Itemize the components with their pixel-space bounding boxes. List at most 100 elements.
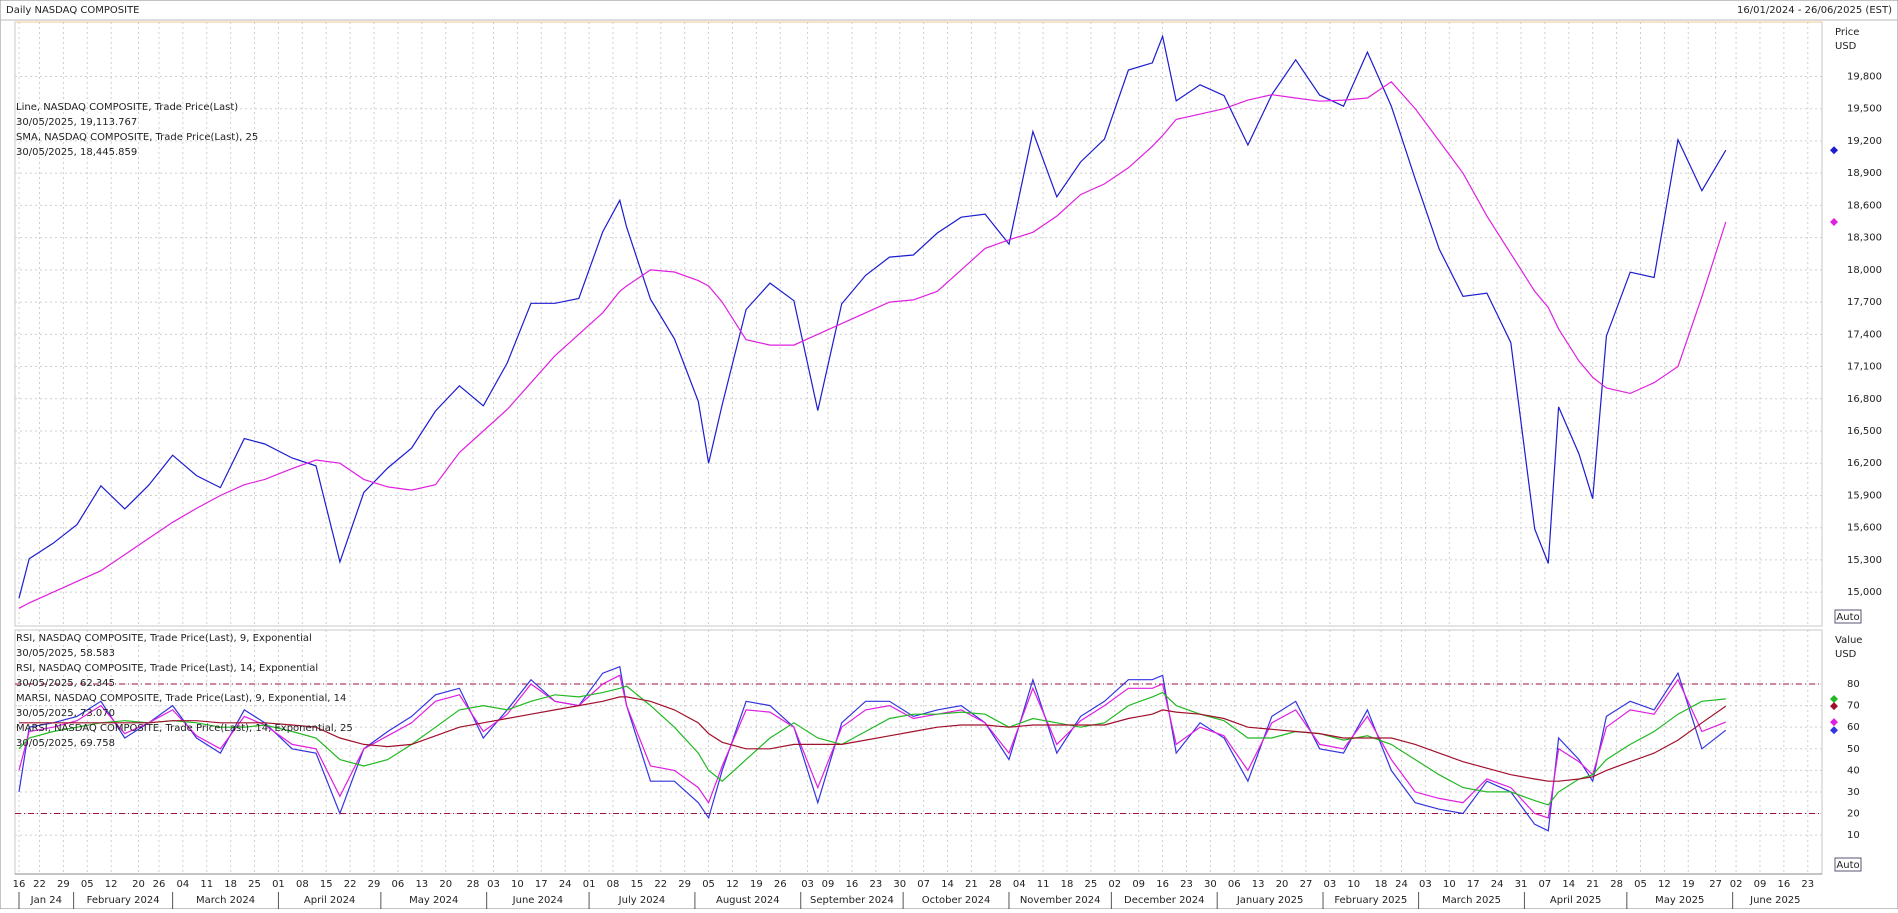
x-tick-label: 16 bbox=[1156, 879, 1169, 890]
x-tick-label: 20 bbox=[1276, 879, 1289, 890]
date-range: 16/01/2024 - 26/06/2025 (EST) bbox=[1737, 5, 1892, 16]
x-tick-label: 24 bbox=[559, 879, 572, 890]
x-tick-label: 29 bbox=[57, 879, 70, 890]
x-tick-label: 05 bbox=[1634, 879, 1647, 890]
y-tick-label: 18,900 bbox=[1847, 168, 1882, 179]
x-tick-label: 31 bbox=[1515, 879, 1528, 890]
x-tick-label: 30 bbox=[1204, 879, 1217, 890]
x-tick-label: 27 bbox=[1300, 879, 1313, 890]
y-tick-label: 15,600 bbox=[1847, 523, 1882, 534]
x-tick-label: 06 bbox=[392, 879, 405, 890]
legend-name: MARSI, NASDAQ COMPOSITE, Trade Price(Las… bbox=[16, 693, 346, 704]
month-label: March 2025 bbox=[1442, 895, 1501, 906]
y-tick-label: 80 bbox=[1847, 679, 1860, 690]
x-tick-label: 23 bbox=[1801, 879, 1814, 890]
x-tick-label: 25 bbox=[1085, 879, 1098, 890]
x-tick-label: 17 bbox=[1467, 879, 1480, 890]
x-tick-label: 19 bbox=[1682, 879, 1695, 890]
auto-button-frame[interactable] bbox=[1834, 609, 1862, 624]
y-tick-label: 18,300 bbox=[1847, 233, 1882, 244]
auto-button[interactable]: Auto bbox=[1836, 860, 1859, 871]
y-tick-label: 16,500 bbox=[1847, 426, 1882, 437]
y-tick-label: 19,800 bbox=[1847, 71, 1882, 82]
month-label: September 2024 bbox=[810, 895, 894, 906]
month-label: June 2024 bbox=[512, 895, 563, 906]
x-tick-label: 12 bbox=[105, 879, 118, 890]
x-tick-label: 15 bbox=[631, 879, 644, 890]
y-tick-label: 19,200 bbox=[1847, 136, 1882, 147]
x-tick-label: 01 bbox=[272, 879, 285, 890]
y-tick-label: 17,100 bbox=[1847, 362, 1882, 373]
x-tick-label: 21 bbox=[1586, 879, 1599, 890]
x-tick-label: 22 bbox=[33, 879, 46, 890]
month-label: February 2024 bbox=[87, 895, 160, 906]
legend-value: 30/05/2025, 58.583 bbox=[16, 648, 115, 659]
y-tick-label: 17,400 bbox=[1847, 329, 1882, 340]
x-tick-label: 03 bbox=[487, 879, 500, 890]
x-tick-label: 11 bbox=[200, 879, 213, 890]
auto-button[interactable]: Auto bbox=[1836, 612, 1859, 623]
last-value-marker bbox=[1830, 718, 1838, 727]
x-tick-label: 22 bbox=[344, 879, 357, 890]
x-tick-label: 28 bbox=[1610, 879, 1623, 890]
x-tick-label: 23 bbox=[1180, 879, 1193, 890]
y-tick-label: 40 bbox=[1847, 765, 1860, 776]
x-tick-label: 13 bbox=[415, 879, 428, 890]
x-tick-label: 04 bbox=[176, 879, 189, 890]
x-tick-label: 24 bbox=[1395, 879, 1408, 890]
last-value-marker bbox=[1830, 726, 1838, 735]
x-tick-label: 05 bbox=[702, 879, 715, 890]
series-line bbox=[19, 696, 1727, 782]
x-tick-label: 18 bbox=[1375, 879, 1388, 890]
x-tick-label: 08 bbox=[296, 879, 309, 890]
x-tick-label: 29 bbox=[678, 879, 691, 890]
x-tick-label: 05 bbox=[81, 879, 94, 890]
month-label: January 2025 bbox=[1236, 895, 1304, 906]
y-tick-label: 15,300 bbox=[1847, 555, 1882, 566]
series-line bbox=[18, 685, 1726, 806]
y-tick-label: 16,200 bbox=[1847, 458, 1882, 469]
month-label: April 2025 bbox=[1550, 895, 1601, 906]
y-tick-label: 15,000 bbox=[1847, 587, 1882, 598]
y-tick-label: 19,500 bbox=[1847, 104, 1882, 115]
last-value-marker bbox=[1830, 146, 1838, 155]
x-tick-label: 26 bbox=[774, 879, 787, 890]
y-tick-label: 70 bbox=[1847, 701, 1860, 712]
x-tick-label: 30 bbox=[893, 879, 906, 890]
y-tick-label: 18,000 bbox=[1847, 265, 1882, 276]
legend-name: MARSI, NASDAQ COMPOSITE, Trade Price(Las… bbox=[16, 723, 353, 734]
axis-title: Price bbox=[1835, 27, 1859, 38]
month-label: May 2024 bbox=[409, 895, 458, 906]
x-tick-label: 09 bbox=[1132, 879, 1145, 890]
auto-button-frame[interactable] bbox=[1834, 857, 1862, 872]
x-tick-label: 15 bbox=[320, 879, 333, 890]
y-tick-label: 16,800 bbox=[1847, 394, 1882, 405]
axis-unit: USD bbox=[1835, 649, 1857, 660]
legend-name: SMA, NASDAQ COMPOSITE, Trade Price(Last)… bbox=[16, 132, 258, 143]
series-line bbox=[18, 81, 1727, 609]
x-tick-label: 18 bbox=[1061, 879, 1074, 890]
last-value-marker bbox=[1830, 702, 1838, 711]
month-label: March 2024 bbox=[196, 895, 255, 906]
x-tick-label: 02 bbox=[1730, 879, 1743, 890]
y-tick-label: 15,900 bbox=[1847, 490, 1882, 501]
y-tick-label: 10 bbox=[1847, 830, 1860, 841]
y-tick-label: 60 bbox=[1847, 722, 1860, 733]
month-label: October 2024 bbox=[922, 895, 991, 906]
x-tick-label: 10 bbox=[511, 879, 524, 890]
x-tick-label: 10 bbox=[1347, 879, 1360, 890]
x-tick-label: 20 bbox=[132, 879, 145, 890]
month-label: April 2024 bbox=[304, 895, 355, 906]
x-tick-label: 22 bbox=[654, 879, 667, 890]
month-label: July 2024 bbox=[618, 895, 666, 906]
month-label: November 2024 bbox=[1020, 895, 1101, 906]
x-tick-label: 12 bbox=[726, 879, 739, 890]
x-tick-label: 02 bbox=[1108, 879, 1121, 890]
y-tick-label: 17,700 bbox=[1847, 297, 1882, 308]
x-tick-label: 18 bbox=[224, 879, 237, 890]
month-label: Jan 24 bbox=[30, 895, 62, 906]
x-tick-label: 25 bbox=[248, 879, 261, 890]
x-tick-label: 04 bbox=[1013, 879, 1026, 890]
